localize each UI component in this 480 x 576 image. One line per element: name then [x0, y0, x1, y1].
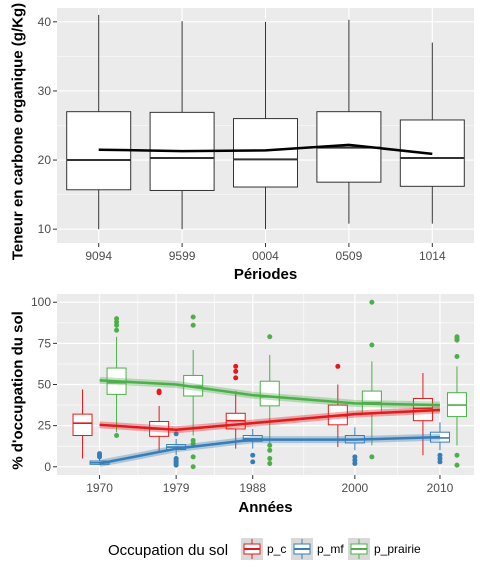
outlier-point	[369, 342, 375, 348]
outlier-point	[250, 452, 256, 458]
outlier-point	[156, 388, 162, 394]
box-p_prairie	[446, 334, 467, 468]
y-tick-label: 30	[38, 84, 52, 98]
outlier-point	[114, 433, 120, 439]
outlier-point	[233, 368, 239, 374]
top-x-axis-title: Périodes	[234, 266, 297, 283]
x-tick-label: 9094	[85, 249, 112, 263]
trend-line-p_prairie	[99, 379, 440, 407]
trend-line-p_mf	[99, 435, 440, 465]
outlier-point	[114, 316, 120, 322]
top-trend	[98, 143, 433, 156]
box-p_c	[72, 389, 93, 459]
outlier-point	[267, 447, 273, 453]
outlier-point	[267, 456, 273, 462]
outlier-point	[352, 454, 358, 460]
outlier-point	[454, 354, 460, 360]
top-y-axis-title: Teneur en carbone organique (g/Kg)	[9, 3, 26, 260]
outlier-point	[369, 299, 375, 305]
top-x-ticks: 9094 9599 0004 0509 1014	[85, 243, 446, 263]
outlier-point	[114, 327, 120, 333]
legend-label: p_mf	[317, 542, 344, 556]
outlier-point	[190, 322, 196, 328]
legend-item-p_prairie: p_prairie	[348, 538, 421, 560]
top-y-ticks: 10 20 30 40	[38, 15, 57, 236]
top-chart: 10 20 30 40 9094 9599 0004 0509 1014 Périodes T…	[9, 3, 474, 283]
outlier-point	[267, 460, 273, 466]
outlier-point	[267, 334, 273, 340]
legend: Occupation du sol p_c p_mf p_prairie	[108, 538, 421, 560]
trend-line-p_c	[99, 408, 441, 431]
box-iqr	[259, 380, 280, 407]
x-tick-label: 0004	[252, 249, 279, 263]
x-tick-label: 2000	[342, 481, 369, 495]
x-tick-label: 9599	[169, 249, 196, 263]
legend-label: p_c	[267, 542, 286, 556]
legend-label: p_prairie	[374, 542, 421, 556]
outlier-point	[454, 334, 460, 340]
y-tick-label: 20	[38, 153, 52, 167]
x-tick-label: 1988	[239, 481, 266, 495]
outlier-point	[190, 454, 196, 460]
y-tick-label: 0	[44, 460, 51, 474]
outlier-point	[454, 452, 460, 458]
bottom-x-ticks: 1970 1979 1988 2000 2010	[86, 475, 454, 495]
outlier-point	[335, 363, 341, 369]
bottom-x-axis-title: Années	[238, 499, 292, 516]
box-0004	[233, 21, 298, 230]
y-tick-label: 40	[38, 15, 52, 29]
outlier-point	[97, 451, 103, 457]
box-p_mf	[166, 431, 187, 468]
outlier-point	[233, 375, 239, 381]
outlier-point	[190, 464, 196, 470]
y-tick-label: 75	[38, 336, 52, 350]
outlier-point	[437, 452, 443, 458]
x-tick-label: 1014	[419, 249, 446, 263]
y-tick-label: 100	[31, 295, 51, 309]
legend-item-p_c: p_c	[241, 538, 286, 560]
outlier-point	[190, 437, 196, 443]
trend-line	[98, 143, 433, 156]
outlier-point	[173, 431, 179, 437]
outlier-point	[190, 314, 196, 320]
y-tick-label: 25	[38, 419, 52, 433]
y-tick-label: 50	[38, 378, 52, 392]
bottom-y-axis-title: % d'occupation du sol	[9, 311, 26, 470]
bottom-y-ticks: 0 25 50 75 100	[31, 295, 57, 474]
x-tick-label: 2010	[427, 481, 454, 495]
box-iqr	[72, 413, 93, 437]
outlier-point	[233, 363, 239, 369]
top-boxes	[66, 14, 465, 230]
outlier-point	[454, 462, 460, 468]
legend-item-p_mf: p_mf	[291, 538, 344, 560]
x-tick-label: 1970	[86, 481, 113, 495]
outlier-point	[369, 454, 375, 460]
x-tick-label: 0509	[336, 249, 363, 263]
bottom-chart: 0 25 50 75 100 1970 1979 1988 2000 2010 Années %…	[9, 294, 474, 516]
y-tick-label: 10	[38, 222, 52, 236]
outlier-point	[250, 459, 256, 465]
legend-items: p_c p_mf p_prairie	[241, 538, 421, 560]
box-p_prairie	[259, 334, 280, 466]
box-iqr	[233, 118, 298, 188]
x-tick-label: 1979	[163, 481, 190, 495]
outlier-point	[173, 456, 179, 462]
outlier-point	[267, 442, 273, 448]
legend-title: Occupation du sol	[108, 542, 228, 559]
bottom-trends	[98, 376, 441, 467]
